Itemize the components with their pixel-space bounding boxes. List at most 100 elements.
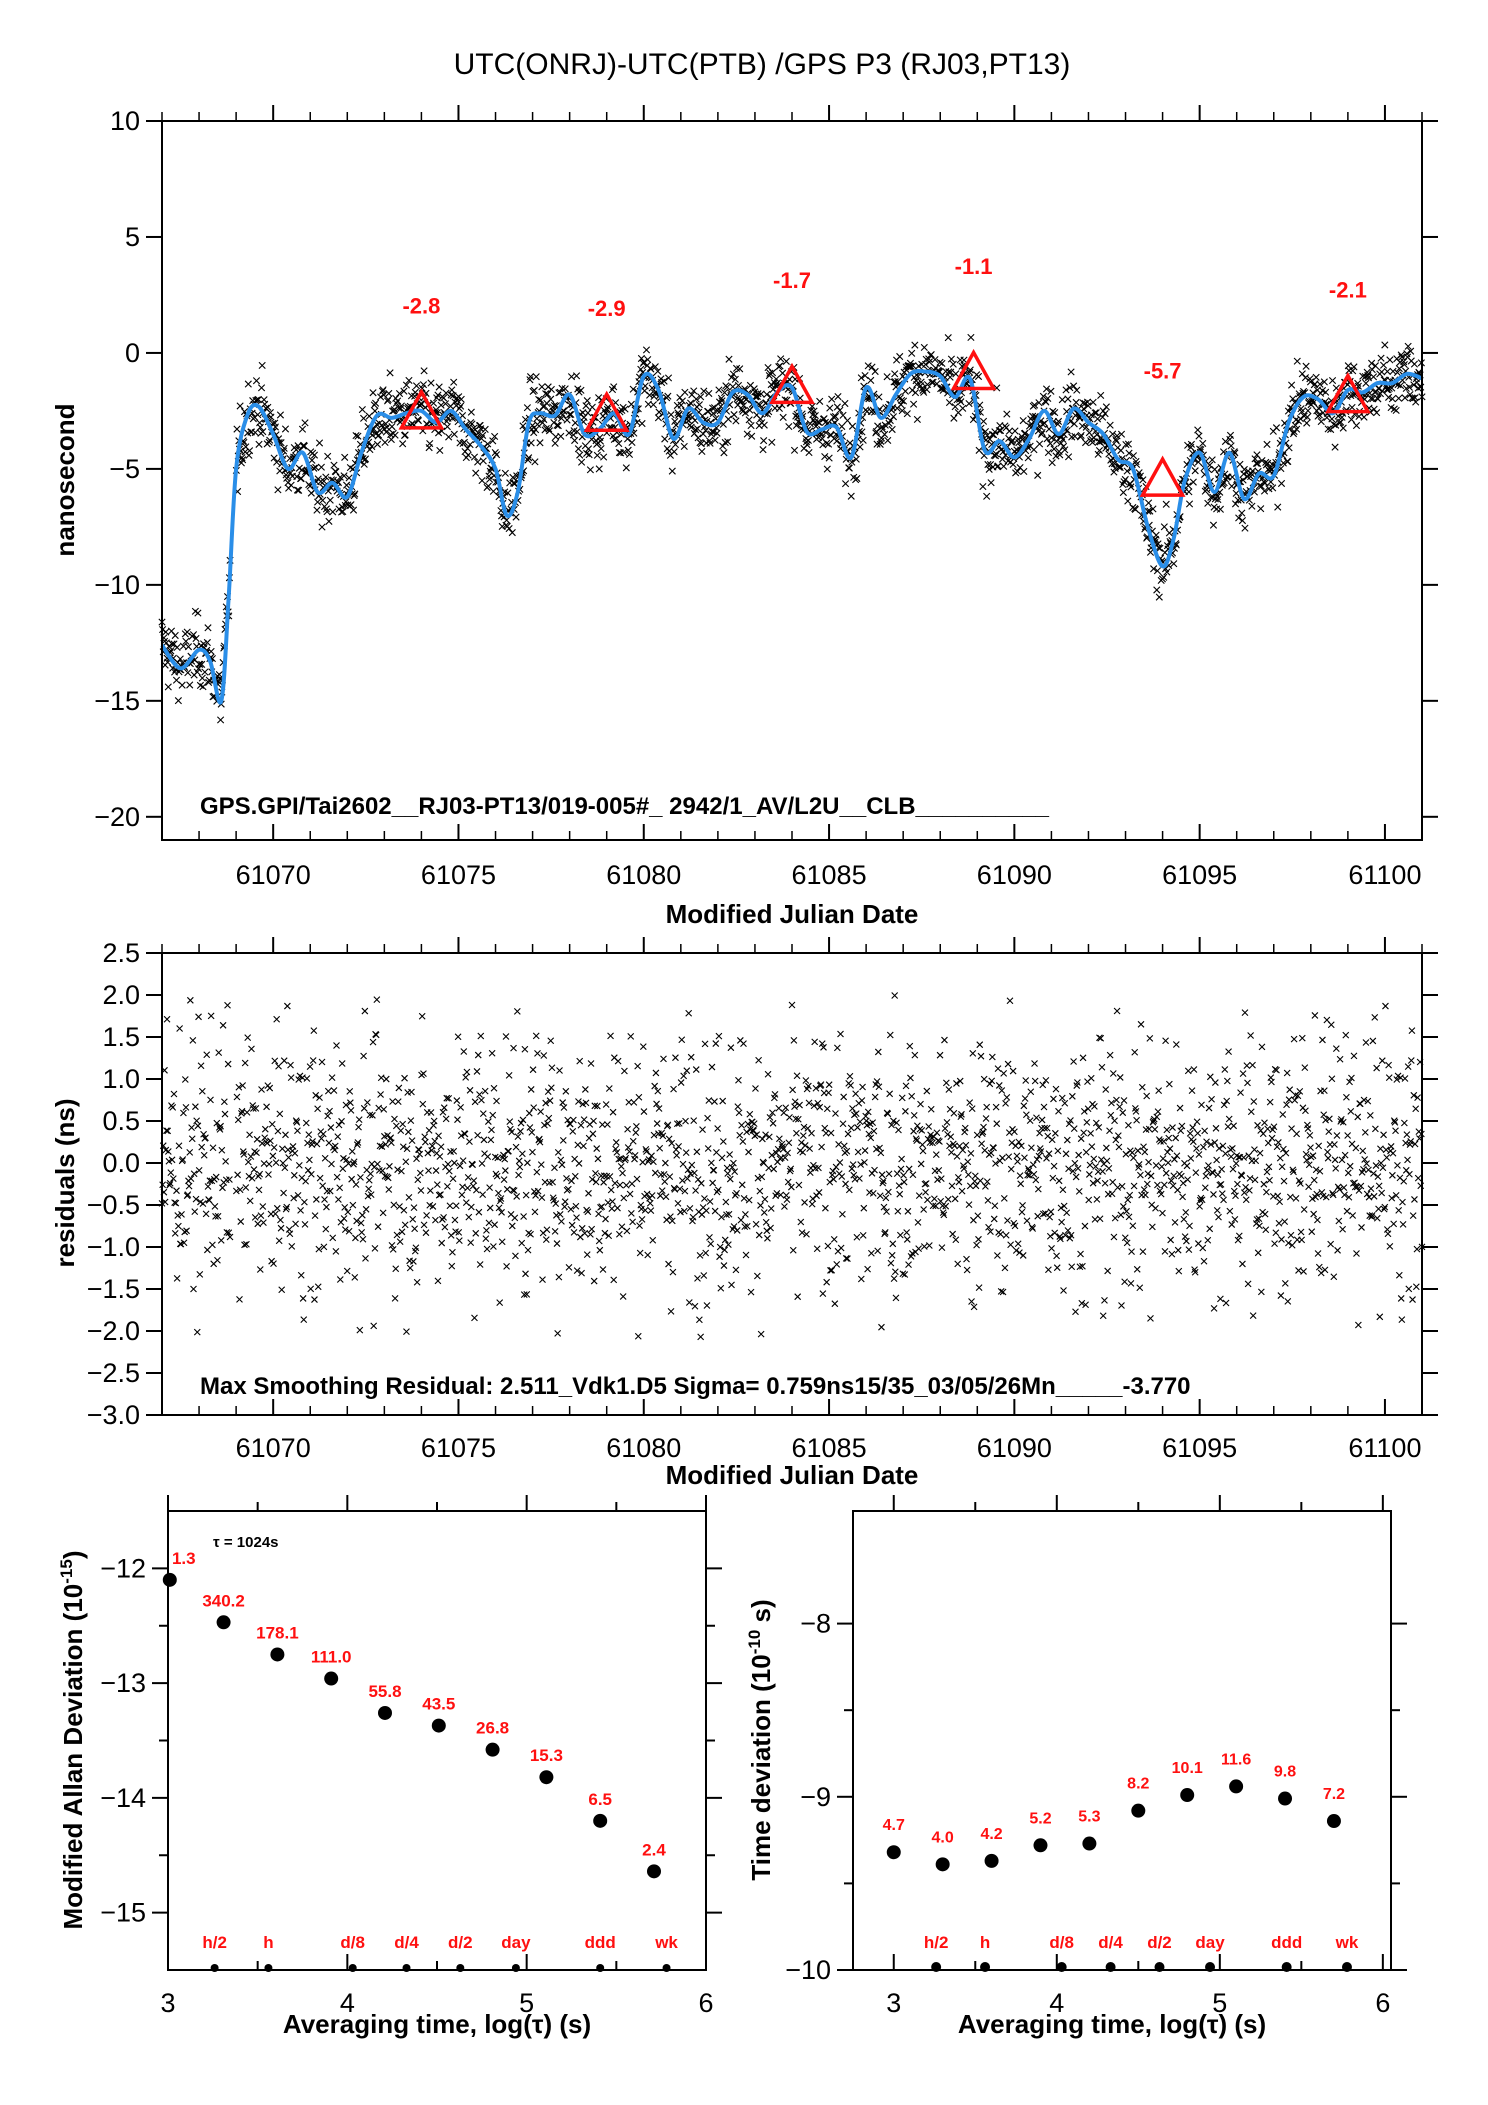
residual-data-point [1102, 1144, 1110, 1152]
residual-data-point [1068, 1263, 1076, 1271]
phase-data-point [1097, 391, 1105, 400]
phase-data-point [274, 486, 282, 494]
residual-data-point [1011, 1128, 1018, 1136]
phase-data-point [443, 423, 451, 431]
residual-data-point [605, 1085, 613, 1092]
residual-data-point [449, 1175, 457, 1183]
phase-data-point [1378, 368, 1386, 376]
residuals-plot-frame [161, 952, 1423, 1416]
residual-data-point [1049, 1174, 1057, 1182]
phase-data-point [273, 458, 281, 466]
residual-data-point [993, 1252, 1001, 1259]
residual-data-point [1013, 1152, 1021, 1160]
residual-data-point [365, 1185, 373, 1193]
residual-data-point [811, 1038, 819, 1046]
marker-value-label: -2.1 [1329, 277, 1367, 302]
residual-data-point [551, 1164, 558, 1172]
residual-data-point [288, 1243, 296, 1250]
phase-data-point [969, 415, 978, 424]
phase-data-point [258, 361, 266, 369]
residual-data-point [1343, 1207, 1351, 1215]
residual-data-point [1404, 1156, 1411, 1164]
phase-data-point [965, 399, 973, 408]
phase-data-point [664, 392, 672, 400]
residual-data-point [691, 1302, 699, 1310]
residual-data-point [440, 1104, 448, 1112]
residual-data-point [1180, 1215, 1188, 1223]
residual-data-point [326, 1107, 333, 1115]
triangle-marker-icon [1139, 455, 1186, 497]
residual-data-point [240, 1150, 248, 1158]
residual-data-point [1152, 1204, 1159, 1212]
phase-data-point [1231, 500, 1240, 508]
residual-data-point [662, 1193, 670, 1201]
phase-data-point [819, 441, 827, 449]
residual-data-point [474, 1051, 482, 1059]
phase-data-point [1199, 439, 1207, 448]
residual-data-point [1177, 1172, 1185, 1180]
phase-data-point [678, 397, 686, 405]
phase-data-point [1019, 417, 1027, 425]
residual-data-point [538, 1194, 546, 1202]
residual-data-point [822, 1204, 829, 1212]
residual-data-point [832, 1110, 839, 1117]
residual-data-point [515, 1157, 523, 1165]
residual-data-point [1335, 1217, 1343, 1225]
residual-data-point [702, 1207, 710, 1215]
phase-data-point [283, 474, 291, 482]
residual-data-point [420, 1221, 428, 1229]
mdev-data-point [539, 1770, 554, 1785]
residual-data-point [373, 996, 381, 1004]
phase-data-point [917, 378, 925, 386]
residual-data-point [1060, 1202, 1068, 1210]
phase-data-point [1303, 419, 1311, 427]
phase-data-point [319, 496, 327, 504]
phase-data-point [704, 407, 712, 416]
phase-data-point [550, 402, 559, 410]
phase-data-point [545, 427, 554, 435]
residual-data-point [599, 1266, 607, 1273]
phase-data-point [1146, 507, 1154, 515]
residual-data-point [427, 1109, 435, 1116]
residual-data-point [761, 1195, 769, 1203]
phase-data-point [505, 524, 513, 533]
phase-data-point [1377, 354, 1385, 362]
residual-data-point [392, 1265, 400, 1273]
x-tick-label: 61085 [792, 860, 867, 890]
residual-data-point [1186, 1222, 1193, 1230]
residual-data-point [903, 1229, 911, 1236]
residual-data-point [818, 1143, 825, 1151]
phase-data-point [1058, 396, 1066, 404]
phase-data-point [571, 436, 579, 445]
residual-data-point [898, 1094, 906, 1102]
residual-data-point [1324, 1154, 1332, 1162]
residual-data-point [602, 1101, 610, 1108]
x-tick-label: 61075 [421, 860, 496, 890]
residual-data-point [1019, 1202, 1026, 1209]
y-tick-label: 10 [110, 106, 140, 136]
residual-data-point [256, 1170, 264, 1178]
phase-data-point [593, 451, 601, 459]
phase-data-point [536, 439, 544, 447]
residual-data-point [505, 1071, 513, 1079]
residual-data-point [326, 1187, 334, 1195]
residual-data-point [297, 1271, 305, 1279]
residual-data-point [941, 1125, 949, 1132]
residual-data-point [306, 1156, 313, 1164]
residual-data-point [450, 1159, 458, 1167]
residual-data-point [292, 1117, 300, 1125]
phase-data-point [1324, 425, 1332, 433]
residual-data-point [432, 1216, 439, 1224]
phase-data-point [1367, 394, 1375, 403]
residual-data-point [1401, 1075, 1409, 1082]
residual-data-point [280, 1057, 288, 1065]
residual-data-point [472, 1186, 480, 1194]
residual-data-point [179, 1156, 187, 1163]
residual-data-point [495, 1189, 502, 1197]
x-tick-label: 61100 [1348, 860, 1421, 890]
phase-data-point [233, 425, 241, 433]
residual-data-point [830, 1175, 837, 1183]
phase-data-point [875, 393, 883, 401]
residual-data-point [508, 1222, 516, 1230]
phase-data-point [442, 389, 450, 397]
